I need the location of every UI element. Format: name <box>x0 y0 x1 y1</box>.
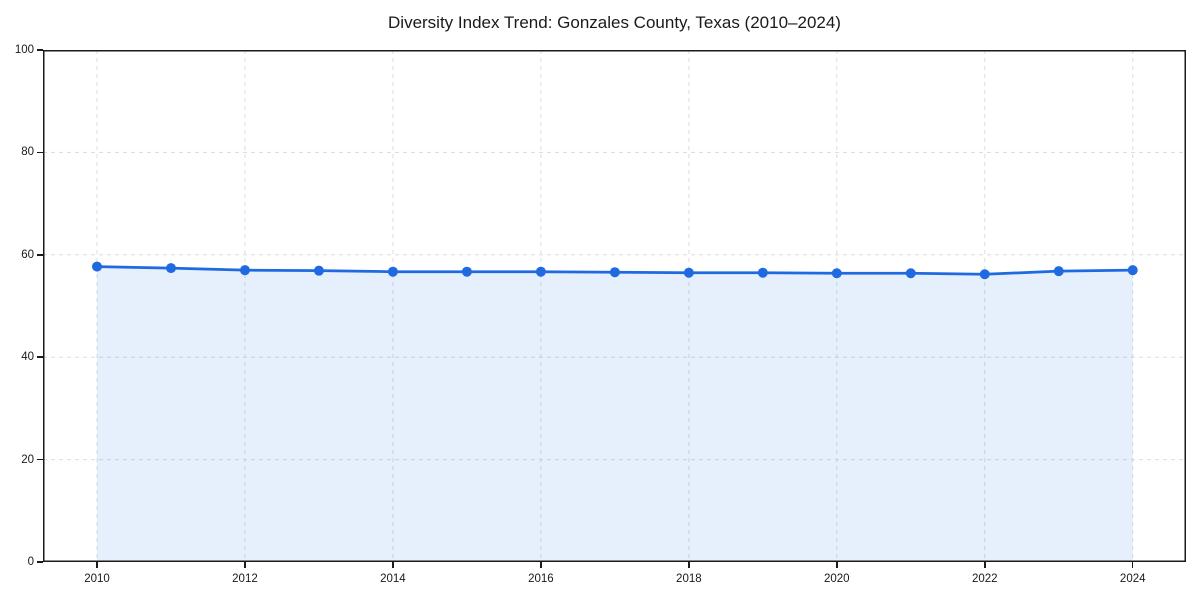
x-tick-label: 2014 <box>380 573 406 585</box>
x-tick-label: 2020 <box>824 573 850 585</box>
x-tick-mark <box>836 562 838 568</box>
data-point-2013 <box>313 265 324 276</box>
x-tick-label: 2022 <box>971 573 998 585</box>
y-tick-label: 0 <box>27 556 34 568</box>
data-point-2023 <box>1053 266 1064 277</box>
x-tick-label: 2016 <box>528 573 554 585</box>
data-point-2017 <box>609 267 620 278</box>
chart-title: Diversity Index Trend: Gonzales County, … <box>388 13 841 32</box>
y-tick-mark <box>37 49 43 51</box>
plot-area <box>43 50 1186 562</box>
data-point-2022 <box>979 269 990 280</box>
x-tick-mark <box>688 562 690 568</box>
y-tick-label: 40 <box>21 351 34 364</box>
y-tick-mark <box>37 561 43 563</box>
x-tick-mark <box>96 562 98 568</box>
data-point-2018 <box>683 267 694 278</box>
y-tick-mark <box>37 254 43 256</box>
x-tick-mark <box>540 562 542 568</box>
x-tick-mark <box>984 562 986 568</box>
x-tick-label: 2018 <box>676 573 702 585</box>
data-point-2010 <box>92 261 103 272</box>
data-point-2015 <box>461 266 472 277</box>
data-point-2020 <box>831 268 842 279</box>
plot-border <box>43 50 1186 562</box>
x-tick-mark <box>244 562 246 568</box>
y-tick-label: 80 <box>21 146 34 159</box>
y-tick-mark <box>37 356 43 358</box>
y-tick-mark <box>37 458 43 461</box>
x-tick-label: 2024 <box>1119 573 1146 585</box>
data-point-2019 <box>757 267 768 278</box>
x-tick-label: 2012 <box>232 573 258 585</box>
data-point-2012 <box>239 265 250 276</box>
x-tick-mark <box>392 562 394 568</box>
area-fill <box>97 266 1133 562</box>
y-tick-label: 20 <box>21 453 34 466</box>
data-point-2024 <box>1127 265 1138 276</box>
x-tick-mark <box>1131 562 1134 568</box>
data-point-2021 <box>905 268 916 279</box>
data-point-2014 <box>387 266 398 277</box>
x-tick-label: 2010 <box>84 573 110 585</box>
y-tick-label: 100 <box>14 44 34 56</box>
y-tick-mark <box>37 151 43 154</box>
y-tick-label: 60 <box>21 248 34 261</box>
data-point-2011 <box>165 263 176 274</box>
data-point-2016 <box>535 266 546 277</box>
